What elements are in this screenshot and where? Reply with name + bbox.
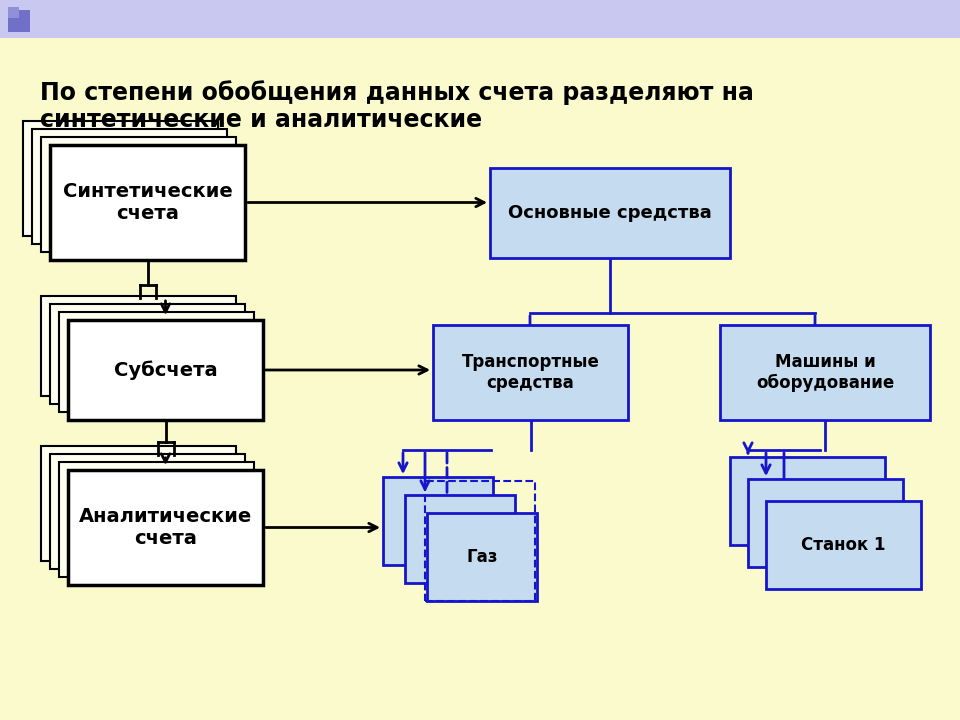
- Bar: [405, 495, 515, 583]
- Bar: [425, 481, 535, 601]
- Text: Синтетические
счета: Синтетические счета: [62, 182, 232, 223]
- Bar: [50, 304, 245, 404]
- Bar: [766, 501, 921, 589]
- Bar: [68, 470, 263, 585]
- Text: Станок 3: Станок 3: [783, 514, 868, 532]
- Text: Транспортные
средства: Транспортные средства: [462, 353, 599, 392]
- Bar: [50, 145, 245, 260]
- Bar: [50, 454, 245, 569]
- Bar: [59, 462, 254, 577]
- Text: Станок 2: Станок 2: [765, 492, 850, 510]
- Bar: [59, 312, 254, 412]
- Text: Машины и
оборудование: Машины и оборудование: [756, 353, 894, 392]
- Bar: [41, 296, 236, 396]
- Bar: [8, 10, 30, 32]
- Bar: [720, 325, 930, 420]
- Text: Аналитические
счета: Аналитические счета: [79, 507, 252, 548]
- Text: Газ: Газ: [467, 548, 497, 566]
- Bar: [427, 513, 537, 601]
- Text: Станок 1: Станок 1: [802, 536, 886, 554]
- Text: синтетические и аналитические: синтетические и аналитические: [40, 108, 482, 132]
- Bar: [41, 446, 236, 561]
- Bar: [383, 477, 493, 565]
- Text: По степени обобщения данных счета разделяют на: По степени обобщения данных счета раздел…: [40, 80, 754, 105]
- Bar: [0, 0, 960, 38]
- Text: Субсчета: Субсчета: [113, 360, 217, 379]
- Bar: [68, 320, 263, 420]
- Bar: [730, 457, 885, 545]
- Bar: [32, 129, 227, 244]
- Text: Ваз: Ваз: [444, 530, 477, 548]
- Bar: [748, 479, 903, 567]
- Bar: [23, 121, 218, 236]
- Text: Уаз: Уаз: [421, 512, 455, 530]
- Bar: [490, 168, 730, 258]
- Text: Основные средства: Основные средства: [508, 204, 712, 222]
- Bar: [8, 7, 19, 18]
- Bar: [433, 325, 628, 420]
- Bar: [41, 137, 236, 252]
